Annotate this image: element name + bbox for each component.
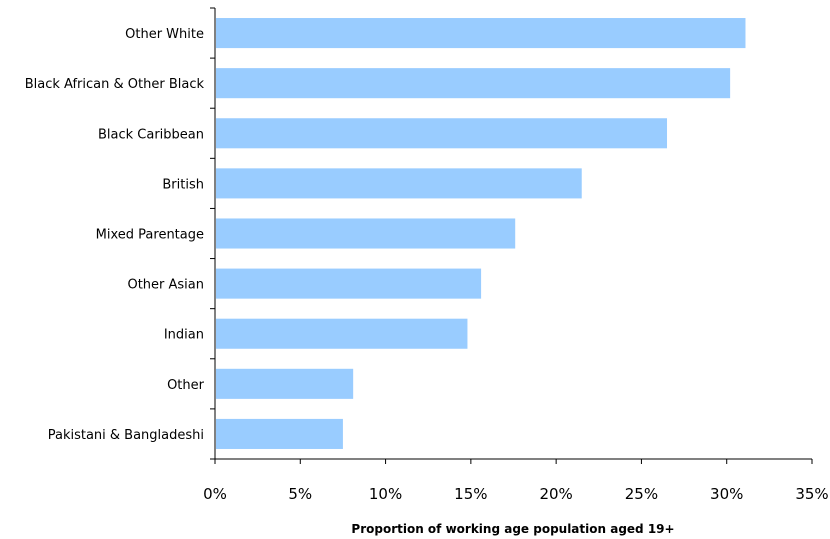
- category-label-7: Other: [167, 378, 205, 393]
- x-tick-labels: 0% 5% 10% 15% 20% 25% 30% 35%: [203, 485, 829, 503]
- category-label-8: Pakistani & Bangladeshi: [48, 428, 204, 443]
- bar-3: [216, 168, 582, 199]
- x-tick-label-4: 20%: [539, 485, 572, 503]
- x-tick-label-7: 35%: [795, 485, 828, 503]
- x-tick-label-2: 10%: [369, 485, 402, 503]
- category-label-2: Black Caribbean: [98, 127, 204, 142]
- bar-6: [216, 318, 468, 349]
- bar-5: [216, 268, 482, 299]
- category-label-0: Other White: [125, 27, 204, 42]
- bar-1: [216, 68, 731, 99]
- x-tick-label-1: 5%: [288, 485, 312, 503]
- category-label-5: Other Asian: [127, 278, 204, 293]
- category-labels: Other White Black African & Other Black Bl…: [25, 27, 205, 443]
- x-axis-label: Proportion of working age population age…: [351, 522, 674, 536]
- bar-7: [216, 368, 354, 399]
- bar-0: [216, 18, 746, 49]
- x-tick-label-6: 30%: [710, 485, 743, 503]
- x-tick-label-0: 0%: [203, 485, 227, 503]
- bars-group: [216, 18, 746, 449]
- axes: [210, 7, 813, 464]
- x-tick-label-5: 25%: [625, 485, 658, 503]
- category-label-4: Mixed Parentage: [96, 228, 204, 243]
- category-label-3: British: [162, 177, 204, 192]
- x-tick-label-3: 15%: [454, 485, 487, 503]
- bar-8: [216, 418, 343, 449]
- bar-4: [216, 218, 516, 249]
- category-label-6: Indian: [164, 328, 204, 343]
- category-label-1: Black African & Other Black: [25, 77, 205, 92]
- bar-2: [216, 118, 668, 149]
